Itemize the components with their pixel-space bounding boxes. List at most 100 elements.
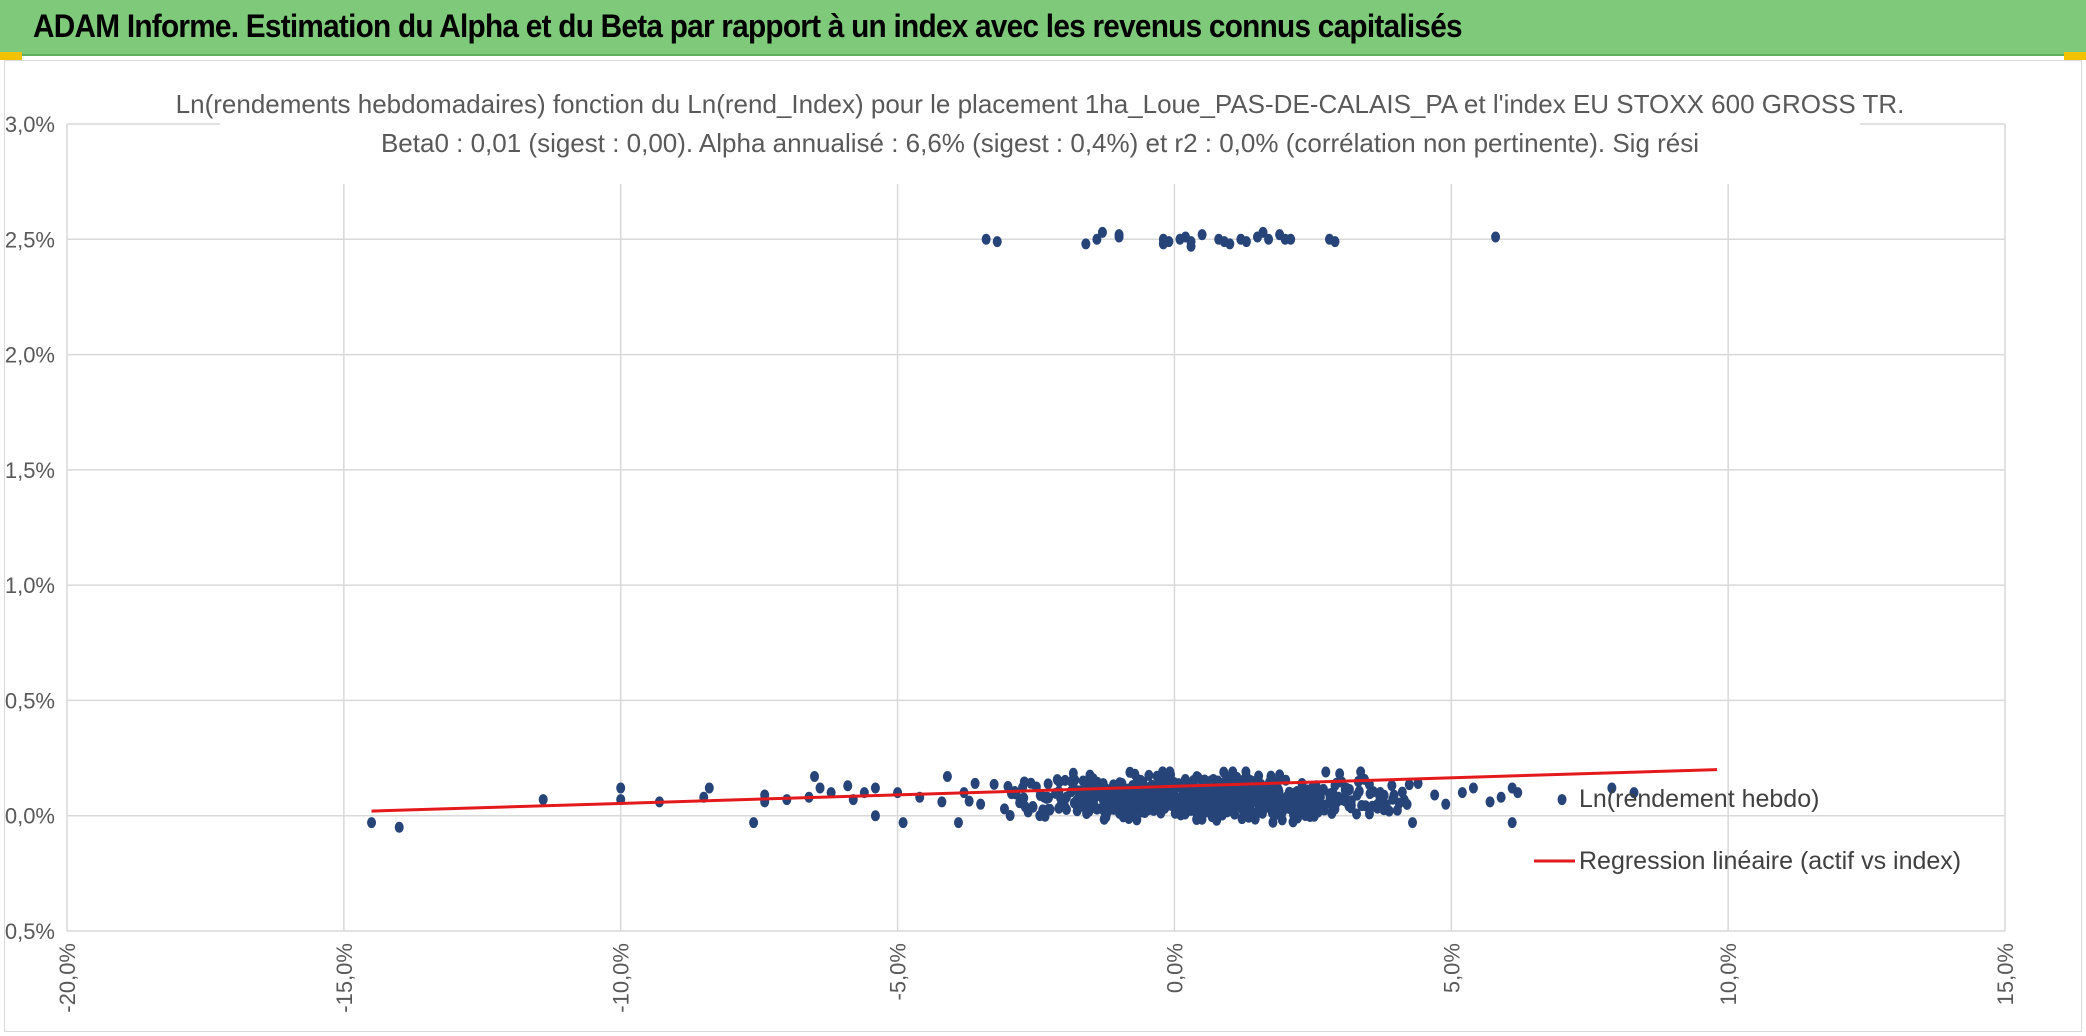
data-point [1043, 778, 1053, 790]
data-point [1491, 231, 1501, 243]
data-point [1330, 236, 1340, 248]
data-point [1003, 780, 1013, 792]
data-point [1352, 808, 1362, 820]
data-point [1318, 783, 1328, 795]
x-tick-label: -20,0% [55, 943, 80, 1013]
data-point [1054, 786, 1064, 798]
data-point [1557, 794, 1567, 806]
data-point [1151, 803, 1161, 815]
data-point [1217, 809, 1227, 821]
x-axis-ticks: -20,0% -15,0% -10,0% -5,0% 0,0% 5,0% 10,0% 15,0… [55, 943, 2018, 1013]
data-point [1284, 794, 1294, 806]
y-tick-label: 2,5% [5, 227, 55, 252]
y-tick-label: 1,0% [5, 573, 55, 598]
data-point [1485, 796, 1495, 808]
data-point [1005, 809, 1015, 821]
data-point [1165, 766, 1175, 778]
data-point [1275, 769, 1285, 781]
data-point [1274, 786, 1284, 798]
data-point [1052, 774, 1062, 786]
data-point [1381, 799, 1391, 811]
data-point [1264, 233, 1274, 245]
data-point [964, 795, 974, 807]
data-point [1254, 770, 1264, 782]
data-point [870, 810, 880, 822]
data-point [1399, 794, 1409, 806]
data-point [1356, 766, 1366, 778]
data-point [981, 233, 991, 245]
data-point [942, 771, 952, 783]
data-point [1392, 804, 1402, 816]
data-point [1085, 769, 1095, 781]
data-point [1388, 793, 1398, 805]
data-point [1219, 766, 1229, 778]
x-tick-label: -15,0% [332, 943, 357, 1013]
data-point [1092, 233, 1102, 245]
data-point [1298, 802, 1308, 814]
data-point [1226, 798, 1236, 810]
data-point [1319, 804, 1329, 816]
data-point [1468, 782, 1478, 794]
data-point [749, 817, 759, 829]
data-point [976, 798, 986, 810]
data-point [1186, 240, 1196, 252]
y-tick-label: 1,5% [5, 458, 55, 483]
data-point [1078, 775, 1088, 787]
chart-frame: 3,0% 2,5% 2,0% 1,5% 1,0% 0,5% 0,0% -0,5% -20,0%… [0, 60, 2082, 1032]
data-point [1212, 796, 1222, 808]
data-point [1250, 795, 1260, 807]
data-point [1239, 792, 1249, 804]
data-point [898, 817, 908, 829]
data-point [1293, 812, 1303, 824]
corner-marker [2064, 52, 2086, 60]
data-point [1068, 774, 1078, 786]
data-point [989, 778, 999, 790]
data-point [1028, 800, 1038, 812]
data-point [1430, 789, 1440, 801]
title-background [220, 86, 1860, 184]
data-point [1143, 803, 1153, 815]
scatter-chart: 3,0% 2,5% 2,0% 1,5% 1,0% 0,5% 0,0% -0,5% -20,0%… [0, 86, 2018, 1013]
data-point [953, 817, 963, 829]
data-point [1496, 791, 1506, 803]
data-point [1372, 802, 1382, 814]
data-point [394, 821, 404, 833]
data-point [937, 796, 947, 808]
data-point [870, 782, 880, 794]
data-point [1513, 787, 1523, 799]
data-point [1074, 799, 1084, 811]
data-point [1457, 787, 1467, 799]
x-tick-label: -10,0% [609, 943, 634, 1013]
data-point [1232, 771, 1242, 783]
data-point [1607, 782, 1617, 794]
x-tick-label: 5,0% [1439, 943, 1464, 993]
data-point [1155, 787, 1165, 799]
y-tick-label: 3,0% [5, 112, 55, 137]
chart-title: Ln(rendements hebdomadaires) fonction du… [176, 89, 1905, 119]
report-title: ADAM Informe. Estimation du Alpha et du … [33, 8, 1463, 44]
data-point [893, 787, 903, 799]
data-point [1164, 236, 1174, 248]
data-point [992, 236, 1002, 248]
data-point [1019, 792, 1029, 804]
data-point [1208, 774, 1218, 786]
data-point [1059, 798, 1069, 810]
chart-legend: Ln(rendement hebdo) Regression linéaire … [1534, 785, 1961, 875]
y-axis-ticks: 3,0% 2,5% 2,0% 1,5% 1,0% 0,5% 0,0% -0,5% [0, 112, 55, 944]
data-points [367, 226, 1639, 833]
data-point [1413, 777, 1423, 789]
data-point [1364, 808, 1374, 820]
data-point [1629, 787, 1639, 799]
data-point [1357, 800, 1367, 812]
legend-label-points: Ln(rendement hebdo) [1579, 785, 1819, 813]
data-point [616, 782, 626, 794]
data-point [810, 771, 820, 783]
data-point [1258, 226, 1268, 238]
data-point [1241, 236, 1251, 248]
data-point [1109, 803, 1119, 815]
data-point [1144, 769, 1154, 781]
y-tick-label: 2,0% [5, 343, 55, 368]
chart-subtitle: Beta0 : 0,01 (sigest : 0,00). Alpha annu… [381, 128, 1699, 158]
data-point [1305, 810, 1315, 822]
legend-label-regression: Regression linéaire (actif vs index) [1579, 847, 1961, 875]
